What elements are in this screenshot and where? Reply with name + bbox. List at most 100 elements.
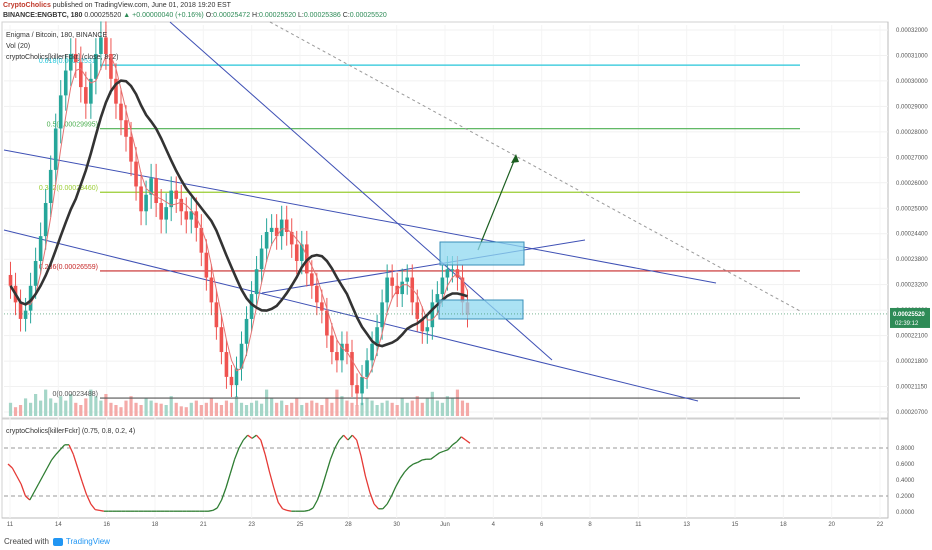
candle-body xyxy=(365,360,369,377)
candle-body xyxy=(294,244,299,261)
volume-bar xyxy=(49,398,53,416)
osc-segment xyxy=(55,449,61,455)
volume-bar xyxy=(164,405,168,416)
candle-body xyxy=(63,70,68,96)
volume-bar xyxy=(315,402,319,416)
candle-body xyxy=(345,343,349,353)
volume-bar xyxy=(214,402,219,416)
candle-body xyxy=(194,211,199,228)
candle-body xyxy=(325,310,329,336)
osc-segment xyxy=(356,439,362,457)
osc-segment xyxy=(308,507,314,511)
candle-body xyxy=(460,277,465,303)
osc-segment xyxy=(282,508,288,512)
osc-segment xyxy=(33,483,40,493)
osc-segment xyxy=(85,494,92,505)
candle-body xyxy=(259,248,264,270)
volume-bar xyxy=(224,400,229,416)
volume-bar xyxy=(64,400,68,416)
candle-body xyxy=(229,376,234,386)
osc-segment xyxy=(238,439,244,449)
price-tick-label: 0.00032000 xyxy=(896,28,928,34)
trendlines[interactable] xyxy=(3,21,801,402)
osc-segment xyxy=(447,444,454,451)
volume-bar xyxy=(265,389,269,416)
candle-body xyxy=(330,335,334,353)
candle-body xyxy=(174,190,179,199)
volume-bar xyxy=(44,389,48,416)
low-value: 0.00025386 xyxy=(303,12,341,19)
osc-segment xyxy=(382,503,388,510)
osc-segment xyxy=(325,459,332,474)
publish-info: published on TradingView.com, June 01, 2… xyxy=(52,2,231,9)
fib-retracement[interactable]: 0(0.00023488) 0.236(0.00026559) 0.382(0.00… xyxy=(39,58,800,399)
price-tick-label: 0.00023800 xyxy=(896,257,928,263)
price-change: +0.00000040 (+0.16%) xyxy=(132,12,204,19)
candle-body xyxy=(48,169,53,204)
candle-body xyxy=(279,219,284,237)
osc-segment xyxy=(7,463,13,469)
osc-segment xyxy=(286,509,292,512)
volume-bar xyxy=(375,405,379,416)
high-label: H: xyxy=(252,12,260,19)
osc-segment xyxy=(37,475,44,485)
volume-bar xyxy=(104,394,108,416)
candle-body xyxy=(149,178,153,195)
volume-bar xyxy=(124,400,128,416)
open-value: 0.00025472 xyxy=(213,12,251,19)
volume-bar xyxy=(199,405,203,416)
target-boxes[interactable] xyxy=(438,241,525,320)
osc-segment xyxy=(369,491,375,505)
osc-segment xyxy=(304,509,309,512)
osc-segment xyxy=(20,483,27,497)
footer: Created with TradingView xyxy=(4,537,110,546)
time-tick-label: 18 xyxy=(152,522,159,528)
candle-body xyxy=(375,327,379,344)
target-box-lower xyxy=(438,299,524,320)
volume-bar xyxy=(13,407,18,416)
candle-body xyxy=(129,136,133,162)
volume-bar xyxy=(174,402,178,416)
price-tick-label: 0.00028000 xyxy=(896,130,928,136)
candle-body xyxy=(99,37,103,54)
price-tick-label: 0.00031000 xyxy=(896,53,928,59)
volume-bar xyxy=(285,405,289,416)
close-value: 0.00025520 xyxy=(349,12,387,19)
volume-bar xyxy=(219,405,224,416)
time-tick-label: 30 xyxy=(393,522,400,528)
volume-bar xyxy=(259,403,264,416)
price-tick-label: 0.00025000 xyxy=(896,206,928,212)
candle-body xyxy=(224,352,229,377)
candle-body xyxy=(244,318,249,344)
author-name[interactable]: CryptoCholics xyxy=(3,2,51,9)
candle-body xyxy=(385,277,389,303)
volume-bar xyxy=(380,402,384,416)
volume-bar xyxy=(290,402,294,416)
legend-vol: Vol (20) xyxy=(6,43,30,50)
volume-bar xyxy=(270,398,274,416)
candle-body xyxy=(315,285,319,303)
osc-segment xyxy=(373,503,379,510)
osc-segment xyxy=(42,467,48,477)
candle-body xyxy=(214,302,219,328)
osc-segment xyxy=(404,466,410,473)
candle-body xyxy=(94,53,98,79)
volume-bar xyxy=(229,402,234,416)
time-tick-label: 11 xyxy=(635,522,642,528)
candle-body xyxy=(134,161,138,187)
osc-segment xyxy=(247,434,253,439)
tradingview-brand[interactable]: TradingView xyxy=(65,537,110,546)
osc-segment xyxy=(46,459,53,469)
price-tick-label: 0.00020700 xyxy=(896,410,928,416)
osc-segment xyxy=(208,509,213,512)
candle-body xyxy=(274,227,279,237)
volume-bar xyxy=(99,400,103,416)
volume-bar xyxy=(460,400,465,416)
volume-bar xyxy=(360,402,364,416)
volume-bar xyxy=(18,405,23,416)
candle-body xyxy=(350,352,354,386)
osc-segment xyxy=(212,507,218,511)
osc-segment xyxy=(343,434,349,441)
volume-bar xyxy=(385,400,389,416)
